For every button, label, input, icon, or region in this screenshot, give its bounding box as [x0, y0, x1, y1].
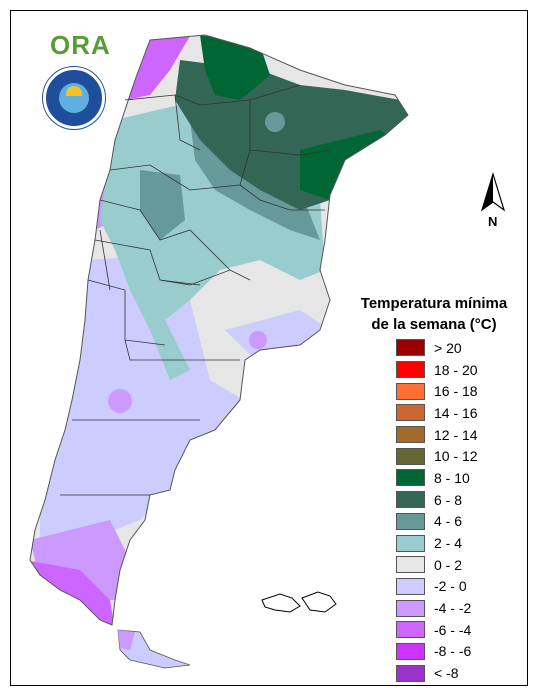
legend-swatch [396, 491, 425, 509]
ora-logo-text: ORA [50, 30, 111, 60]
field-minus2-0 [40, 255, 300, 540]
legend-label: 10 - 12 [434, 448, 478, 465]
field-minus4-spot-east [249, 331, 267, 349]
legend: > 20 18 - 20 16 - 18 14 - 16 12 - 14 10 - 12 8… [396, 337, 478, 684]
legend-label: 14 - 16 [434, 404, 478, 421]
malvinas-islands [261, 591, 337, 613]
legend-label: < -8 [434, 665, 459, 682]
legend-title: Temperatura mínima de la semana (°C) [346, 293, 522, 335]
legend-swatch [396, 599, 425, 617]
legend-swatch [396, 339, 425, 357]
field-minus4-spot [108, 389, 132, 413]
legend-label: 18 - 20 [434, 361, 478, 378]
legend-label: 2 - 4 [434, 535, 463, 552]
legend-swatch [396, 621, 425, 639]
legend-title-line1: Temperatura mínima [360, 295, 508, 312]
legend-swatch [396, 642, 425, 660]
legend-item: -6 - -4 [396, 619, 478, 641]
legend-swatch [396, 447, 425, 465]
legend-item: 0 - 2 [396, 554, 478, 576]
province-borders [60, 84, 331, 496]
legend-label: 12 - 14 [434, 426, 478, 443]
legend-label: -8 - -6 [434, 643, 472, 660]
north-label: N [488, 214, 498, 229]
legend-item: 16 - 18 [396, 380, 478, 402]
legend-item: 4 - 6 [396, 511, 478, 533]
country-outline [29, 34, 409, 626]
legend-item: -8 - -6 [396, 641, 478, 663]
legend-swatch [396, 426, 425, 444]
field-2-4 [100, 100, 325, 380]
legend-swatch [396, 404, 425, 422]
legend-item: 18 - 20 [396, 359, 478, 381]
north-arrow-icon [480, 172, 506, 212]
seal-smn-icon [43, 67, 105, 129]
legend-swatch [396, 469, 425, 487]
legend-item: 8 - 10 [396, 467, 478, 489]
seal-sun-icon [66, 86, 82, 96]
legend-label: 16 - 18 [434, 383, 478, 400]
legend-label: -6 - -4 [434, 621, 472, 638]
tierra-del-fuego [117, 629, 191, 669]
legend-item: < -8 [396, 662, 478, 684]
legend-label: > 20 [434, 339, 462, 356]
legend-item: 12 - 14 [396, 424, 478, 446]
legend-label: 0 - 2 [434, 556, 463, 573]
legend-swatch [396, 664, 425, 682]
legend-swatch [396, 382, 425, 400]
field-8-10-northwest [200, 35, 270, 100]
legend-label: 8 - 10 [434, 469, 470, 486]
tierra-del-fuego-west [118, 630, 135, 650]
legend-item: 14 - 16 [396, 402, 478, 424]
legend-swatch [396, 534, 425, 552]
legend-title-line2: de la semana (°C) [371, 316, 497, 333]
legend-label: -2 - 0 [434, 578, 467, 595]
field-4-6-west [140, 170, 185, 240]
legend-swatch [396, 361, 425, 379]
legend-item: 2 - 4 [396, 532, 478, 554]
ora-logo: ORA [50, 30, 111, 61]
legend-item: 10 - 12 [396, 445, 478, 467]
legend-swatch [396, 577, 425, 595]
legend-label: 6 - 8 [434, 491, 463, 508]
legend-swatch [396, 512, 425, 530]
field-4-6-spot [265, 112, 285, 132]
legend-label: 4 - 6 [434, 513, 463, 530]
legend-item: > 20 [396, 337, 478, 359]
legend-swatch [396, 556, 425, 574]
legend-item: -4 - -2 [396, 597, 478, 619]
legend-label: -4 - -2 [434, 600, 472, 617]
legend-item: 6 - 8 [396, 489, 478, 511]
legend-item: -2 - 0 [396, 576, 478, 598]
